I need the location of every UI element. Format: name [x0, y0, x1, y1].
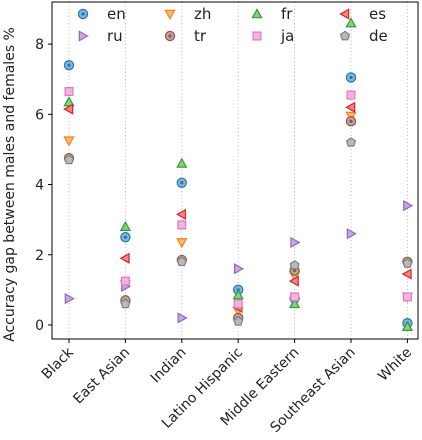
- point-tr-4-center: [293, 268, 297, 273]
- legend-label-en: en: [107, 5, 126, 23]
- point-de-6: [402, 258, 413, 268]
- legend-label-fr: fr: [281, 5, 293, 23]
- legend-marker-fr: [251, 8, 263, 19]
- y-axis: 0 2 4 6 8: [35, 37, 52, 334]
- point-es-1: [119, 252, 130, 264]
- point-ru-3: [233, 263, 245, 275]
- legend-label-ja: ja: [280, 27, 294, 45]
- point-fr-0: [63, 96, 75, 107]
- grid-layer: [68, 2, 408, 339]
- point-ja-2: [177, 220, 187, 230]
- legend-marker-zh: [164, 9, 176, 20]
- point-fr-2: [176, 157, 188, 168]
- legend-marker-ru: [78, 30, 89, 42]
- series-de: [63, 137, 413, 326]
- point-fr-4: [288, 298, 301, 309]
- point-de-0: [63, 154, 75, 165]
- x-tick-label-0: Black: [39, 344, 78, 383]
- point-ja-1: [120, 276, 130, 286]
- point-es-0: [63, 103, 74, 115]
- point-zh-0: [63, 136, 75, 147]
- legend-label-es: es: [369, 5, 386, 23]
- point-de-3: [233, 316, 244, 326]
- series-ja: [64, 87, 412, 309]
- point-de-2: [176, 256, 187, 267]
- legend-item-zh: zh: [164, 5, 211, 23]
- point-de-4: [289, 259, 300, 270]
- point-es-5: [345, 101, 356, 113]
- legend-marker-en-center: [81, 12, 85, 16]
- legend-item-en: en: [77, 5, 126, 23]
- legend-item-fr: fr: [251, 5, 293, 23]
- point-es-2: [175, 208, 187, 220]
- point-ru-4: [290, 236, 301, 249]
- point-en-1-center: [123, 235, 127, 239]
- legend: en zh fr es ru tr ja de: [77, 5, 388, 45]
- point-ja-0: [64, 87, 74, 97]
- y-tick-label-0: 0: [35, 318, 44, 334]
- point-ru-5: [346, 228, 357, 240]
- point-ru-6: [403, 199, 414, 212]
- legend-item-de: de: [339, 27, 388, 45]
- point-ru-0: [64, 293, 75, 305]
- legend-marker-es: [339, 8, 350, 20]
- legend-item-es: es: [339, 5, 386, 23]
- x-tick-label-2: Indian: [148, 345, 190, 387]
- point-zh-2: [176, 238, 188, 249]
- plot-frame: [51, 1, 419, 340]
- point-en-2-center: [180, 181, 184, 185]
- x-tick-label-1: East Asian: [70, 345, 133, 408]
- point-tr-5-center: [349, 119, 353, 123]
- point-ja-4: [290, 292, 300, 302]
- y-tick-label-3: 6: [35, 107, 44, 123]
- legend-label-tr: tr: [194, 27, 207, 45]
- point-ja-6: [402, 292, 412, 302]
- y-tick-label-4: 8: [35, 37, 44, 53]
- legend-item-ja: ja: [252, 27, 294, 45]
- point-en-5-center: [349, 75, 353, 80]
- point-fr-6: [401, 320, 414, 331]
- y-tick-label-1: 2: [35, 248, 44, 264]
- point-fr-5: [345, 17, 357, 28]
- legend-label-ru: ru: [107, 27, 123, 45]
- point-de-5: [345, 137, 357, 147]
- point-ja-3: [233, 299, 243, 309]
- point-en-0-center: [67, 63, 71, 67]
- point-ja-5: [346, 90, 356, 100]
- legend-marker-tr-center: [168, 34, 172, 38]
- point-ru-2: [177, 312, 188, 324]
- point-fr-1: [119, 220, 132, 231]
- legend-marker-de: [339, 30, 351, 41]
- point-de-1: [120, 298, 131, 309]
- legend-marker-ja: [252, 31, 262, 41]
- point-es-4: [288, 275, 299, 287]
- legend-item-ru: ru: [78, 27, 123, 45]
- point-es-6: [401, 268, 412, 280]
- legend-label-zh: zh: [194, 5, 211, 23]
- series-es: [63, 101, 412, 314]
- marks-layer: [63, 17, 414, 331]
- legend-item-tr: tr: [164, 27, 207, 45]
- y-tick-label-2: 4: [35, 178, 44, 194]
- point-fr-3: [232, 289, 244, 300]
- x-tick-label-6: White: [375, 345, 415, 385]
- legend-label-de: de: [369, 27, 388, 45]
- series-fr: [63, 17, 414, 331]
- y-axis-label: Accuracy gap between males and females %: [2, 27, 18, 342]
